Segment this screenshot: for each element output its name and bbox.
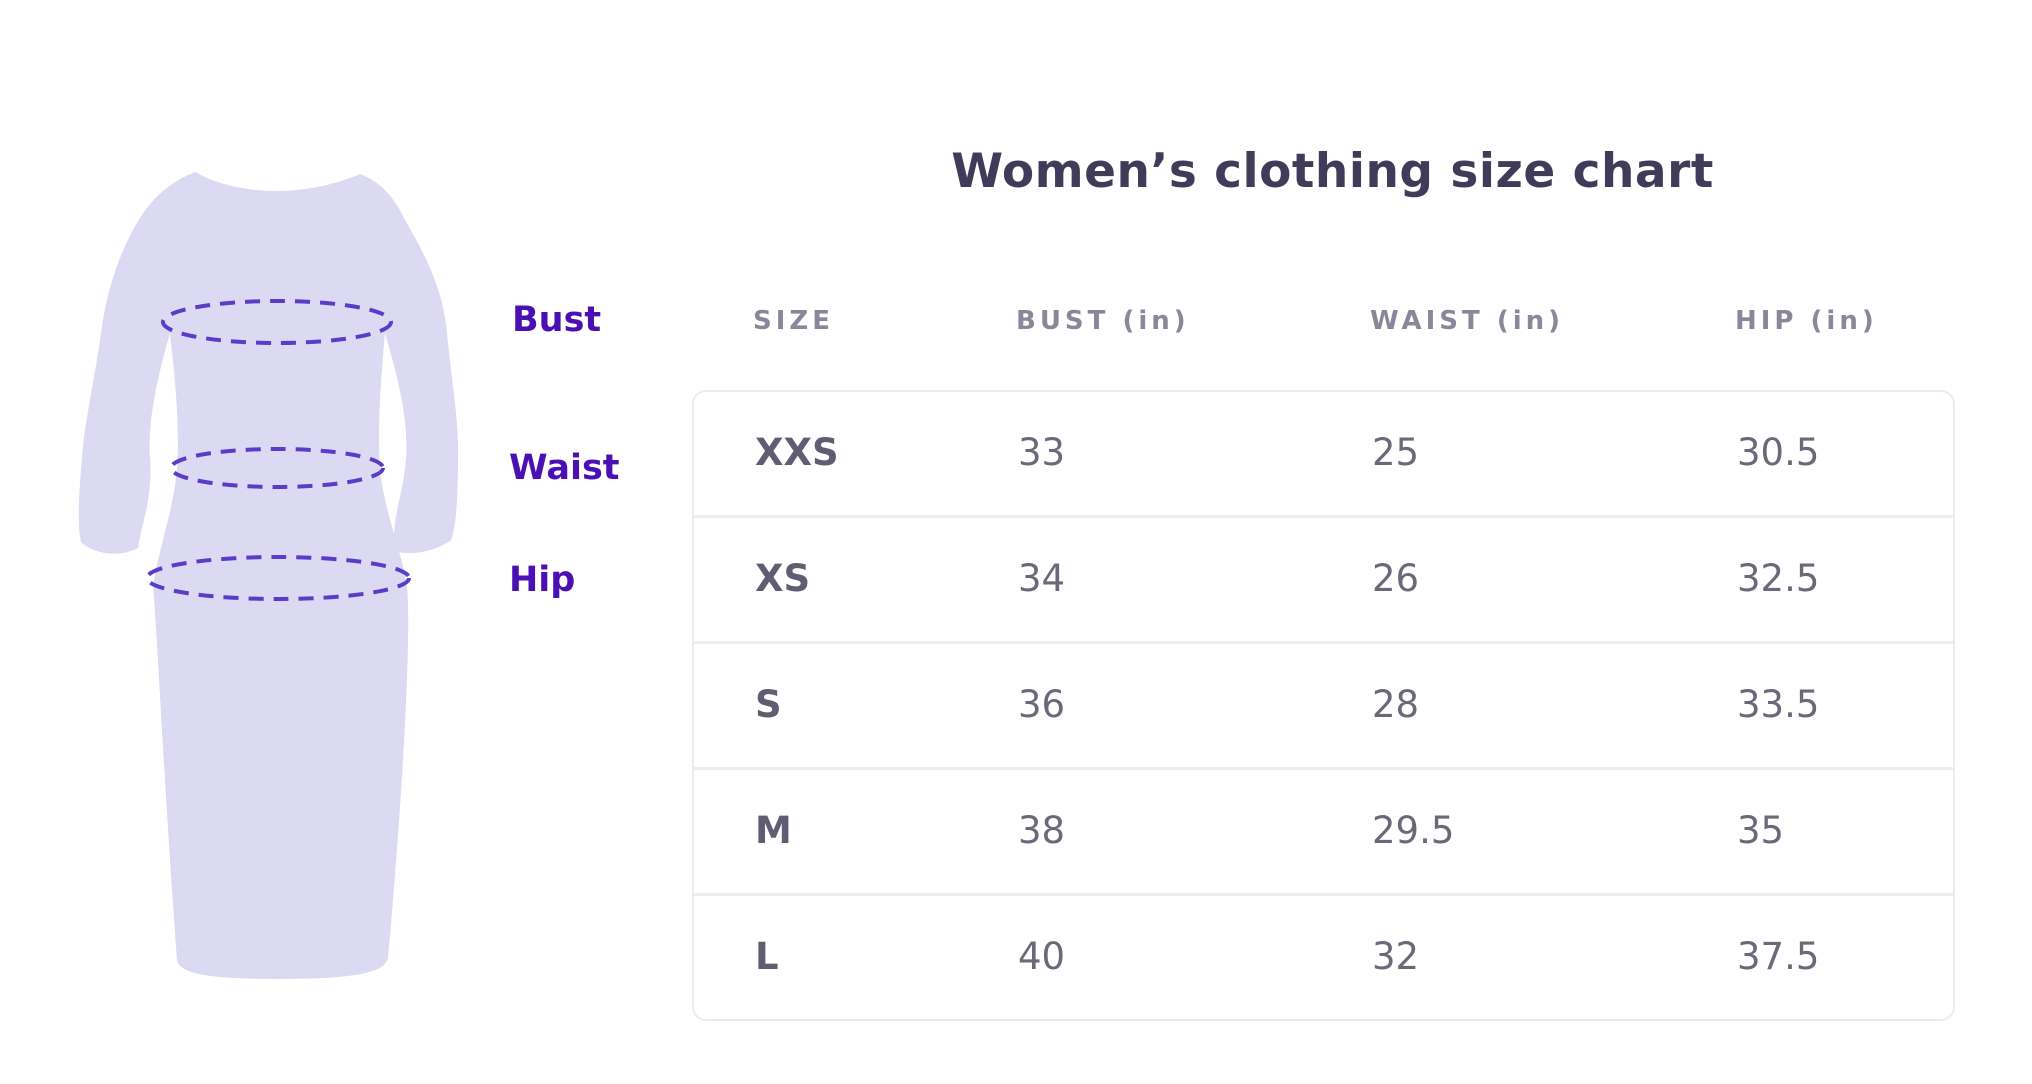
bust-cell: 34 bbox=[1018, 557, 1066, 600]
size-table: SIZE BUST (in) WAIST (in) HIP (in) XXS 3… bbox=[692, 306, 1955, 1021]
bust-cell: 36 bbox=[1018, 683, 1066, 726]
size-table-body: XXS 33 25 30.5 XS 34 26 32.5 S 36 28 33.… bbox=[692, 390, 1955, 1021]
dress-shape bbox=[78, 172, 459, 979]
column-header-size: SIZE bbox=[753, 306, 835, 336]
bust-label: Bust bbox=[512, 300, 602, 340]
column-header-hip: HIP (in) bbox=[1735, 306, 1878, 336]
table-row: XS 34 26 32.5 bbox=[694, 515, 1953, 641]
waist-cell: 25 bbox=[1372, 431, 1420, 474]
size-cell: XS bbox=[755, 557, 811, 600]
hip-label: Hip bbox=[509, 560, 576, 600]
size-cell: M bbox=[755, 809, 792, 852]
bust-cell: 38 bbox=[1018, 809, 1066, 852]
size-table-header: SIZE BUST (in) WAIST (in) HIP (in) bbox=[692, 306, 1955, 390]
table-row: XXS 33 25 30.5 bbox=[694, 392, 1953, 515]
bust-cell: 40 bbox=[1018, 935, 1066, 978]
bust-measure-line bbox=[161, 299, 393, 345]
hip-measure-line bbox=[145, 555, 411, 601]
size-cell: S bbox=[755, 683, 782, 726]
hip-cell: 32.5 bbox=[1737, 557, 1820, 600]
waist-cell: 26 bbox=[1372, 557, 1420, 600]
waist-cell: 29.5 bbox=[1372, 809, 1455, 852]
table-row: L 40 32 37.5 bbox=[694, 893, 1953, 1019]
page-title: Women’s clothing size chart bbox=[951, 144, 1714, 199]
waist-cell: 28 bbox=[1372, 683, 1420, 726]
dress-silhouette-image bbox=[78, 172, 459, 979]
column-header-bust: BUST (in) bbox=[1016, 306, 1190, 336]
waist-cell: 32 bbox=[1372, 935, 1420, 978]
column-header-waist: WAIST (in) bbox=[1370, 306, 1565, 336]
size-cell: XXS bbox=[755, 431, 839, 474]
size-cell: L bbox=[755, 935, 779, 978]
hip-cell: 33.5 bbox=[1737, 683, 1820, 726]
bust-cell: 33 bbox=[1018, 431, 1066, 474]
hip-cell: 30.5 bbox=[1737, 431, 1820, 474]
hip-cell: 35 bbox=[1737, 809, 1785, 852]
waist-measure-line bbox=[169, 447, 385, 489]
table-row: M 38 29.5 35 bbox=[694, 767, 1953, 893]
hip-cell: 37.5 bbox=[1737, 935, 1820, 978]
table-row: S 36 28 33.5 bbox=[694, 641, 1953, 767]
waist-label: Waist bbox=[509, 448, 620, 488]
